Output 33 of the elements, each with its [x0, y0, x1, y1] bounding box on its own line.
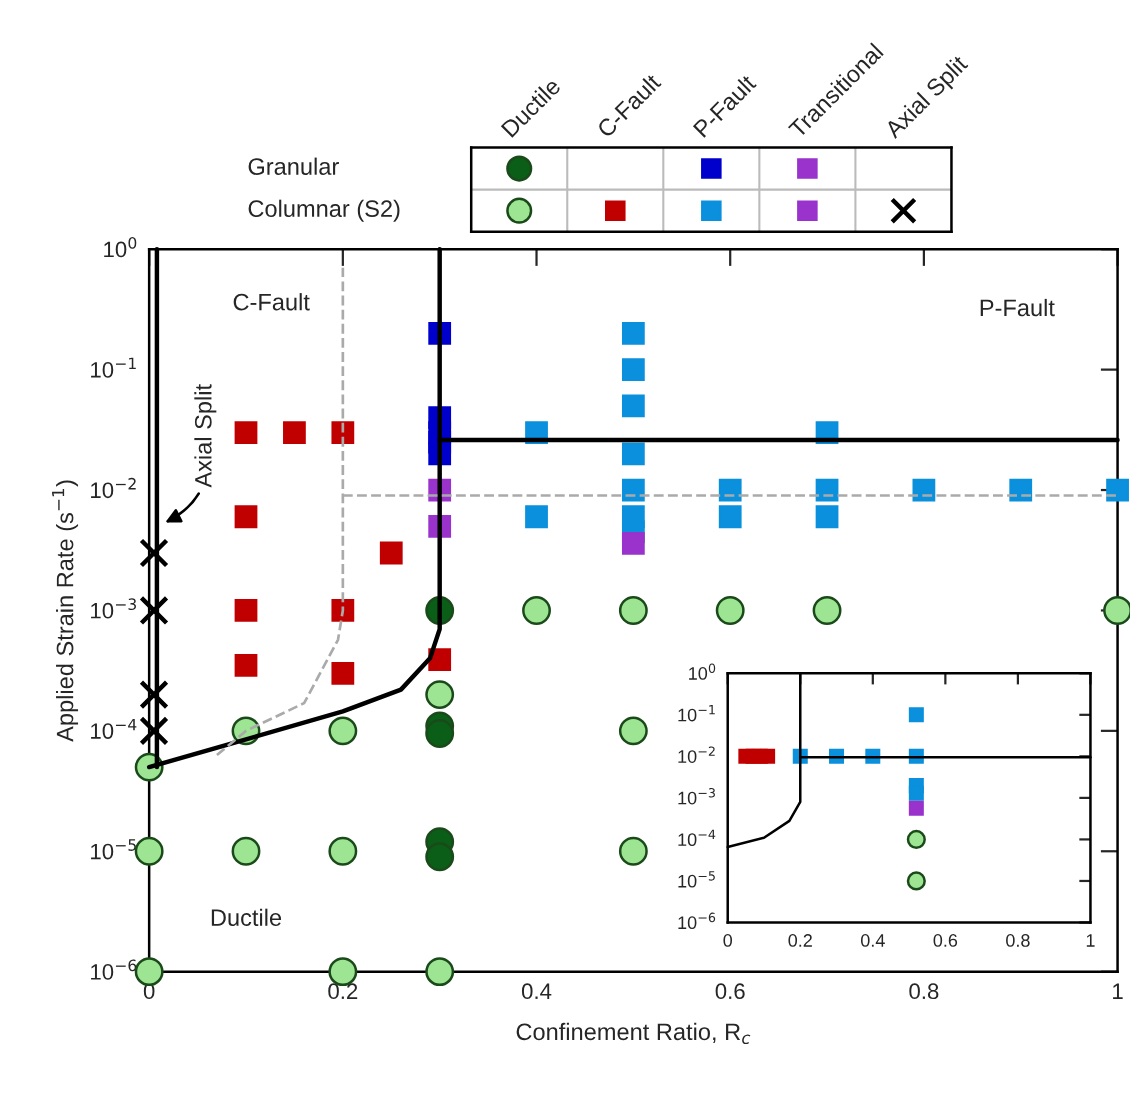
y-tick-label: 10$^{−4}$: [678, 829, 716, 847]
y-tick-label: 10$^{−3}$: [678, 788, 715, 805]
x-tick-label: 0: [723, 934, 733, 947]
annotation: Ductile: [211, 908, 282, 926]
y-axis-title: Applied Strain Rate (s$^{−1}$): [52, 480, 79, 742]
y-tick-label: 10$^{−5}$: [91, 839, 136, 860]
x-tick-label: 0.4: [521, 983, 552, 1000]
x-tick-label: 1: [1113, 983, 1123, 999]
y-tick-label: 10$^{−6}$: [91, 959, 137, 980]
y-tick-label: 10$^{−1}$: [678, 705, 715, 722]
x-tick-label: 0.2: [788, 934, 812, 947]
annotation: P-Fault: [980, 298, 1055, 317]
y-tick-label: 10$^{−2}$: [91, 477, 136, 499]
x-tick-label: 0.4: [860, 934, 885, 947]
annotation: C-Fault: [233, 293, 310, 311]
text: Columnar (S2): [248, 199, 400, 222]
y-tick-label: 10$^{0}$: [104, 237, 137, 258]
y-tick-label: 10$^{−4}$: [91, 718, 137, 739]
y-tick-label: 10$^{0}$: [689, 663, 716, 680]
x-tick-label: 0.8: [1006, 934, 1030, 947]
y-tick-label: 10$^{−3}$: [91, 598, 136, 619]
x-tick-label: 0.6: [933, 934, 958, 947]
y-tick-label: 10$^{−1}$: [91, 357, 136, 378]
x-tick-label: 1: [1086, 934, 1095, 947]
y-tick-label: 10$^{−2}$: [678, 746, 715, 763]
x-tick-label: 0.2: [328, 983, 358, 1000]
annotation: Axial Split: [194, 384, 217, 488]
x-tick-label: 0.8: [909, 983, 939, 1000]
y-tick-label: 10$^{−6}$: [678, 912, 716, 930]
x-axis-title: Confinement Ratio, R$_{c}$: [516, 1022, 751, 1045]
y-tick-label: 10$^{−5}$: [678, 871, 715, 888]
x-tick-label: 0.6: [715, 983, 745, 1000]
text: Granular: [248, 157, 339, 175]
